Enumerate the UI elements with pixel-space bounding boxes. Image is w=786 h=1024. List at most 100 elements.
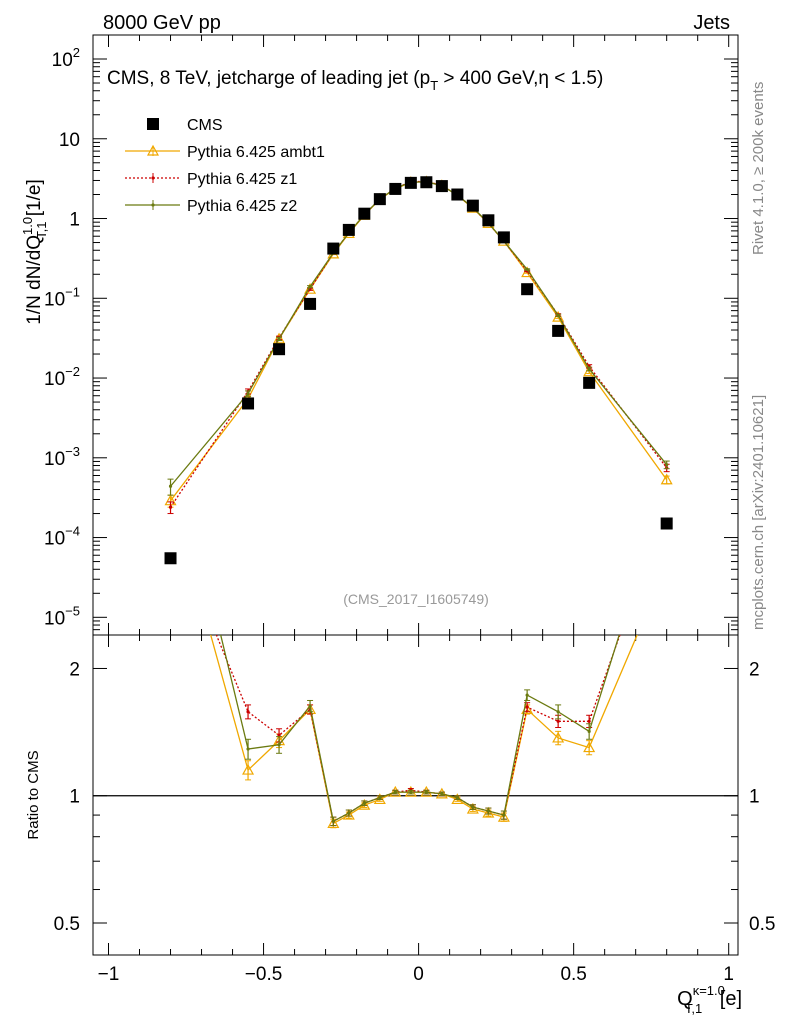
x-label-sub: T,1 [685,1001,702,1016]
main-series-3-point [308,285,312,289]
ratio-series-0-point [466,802,479,814]
y-tick-label-base: 1 [69,210,80,231]
ratio-series-2-line [220,635,620,823]
ratio-series-2-point [424,790,428,794]
ratio-series-0-point [583,741,596,753]
cms-data-point [389,182,402,195]
y-tick-label-base: 10 [52,50,73,71]
plot-title-tail: > 400 GeV,η < 1.5) [438,68,603,89]
main-series-3-point [525,267,529,272]
legend: CMS Pythia 6.425 ambt1 Pythia 6.425 z1 Pyth… [125,117,325,215]
rivet-label: Rivet 4.1.0, ≥ 200k events [750,82,767,255]
header-collision: 8000 GeV pp [103,12,221,34]
ratio-series-2-point [169,424,172,427]
ratio-series-1-point [246,710,250,714]
main-series-1-point [304,282,317,294]
main-series-3-point [277,337,281,341]
ratio-series-2-point [486,809,490,813]
ratio-series-2-point [471,805,475,809]
ratio-series-2-point [362,801,366,805]
cms-data-point [552,324,565,337]
cms-data-point [435,180,448,193]
cms-data-point [342,223,355,236]
cms-data-point [521,283,534,296]
y-tick-label-base: 10 [44,608,65,629]
x-tick-label: −0.5 [245,964,283,985]
ratio-series-2-point [440,792,444,796]
x-tick-label: 0.5 [560,964,586,985]
ratio-tick-label: 1 [69,787,80,808]
ratio-series-0-point [242,763,255,775]
cms-data-point [451,188,464,201]
main-series-3-point [665,463,669,467]
plot-title-sub: T [430,78,438,93]
y-tick-label-base: 10 [59,130,80,151]
y-tick-label-base: 10 [44,529,65,550]
ratio-series-2-point [409,790,413,794]
y-tick-label: 1 [69,210,80,231]
ratio-tick-label-right: 2 [749,659,760,680]
cms-data-point [482,214,495,227]
ratio-panel: −1 −0.5 0 0.5 1 0.5 0.5 1 1 2 2 Ratio to CMS [25,424,775,985]
y-axis-label-text: 1/N dN/dQ1.0T,1 [1/e] [20,179,49,324]
cms-data-point [273,343,286,356]
cms-data-point [164,552,177,565]
ratio-series-2-point [347,811,351,815]
legend-label: Pythia 6.425 z1 [187,171,297,188]
ratio-series-2-point [308,704,312,708]
ratio-series-2-point [556,710,560,714]
y-tick-label-base: 10 [44,369,65,390]
x-label-tail: [e] [714,988,742,1010]
ratio-series-0-point [552,731,565,743]
ratio-series-1-point [665,502,668,505]
y-tick-label: 10−5 [44,603,80,629]
y-tick-label: 102 [52,45,80,71]
legend-label: Pythia 6.425 ambt1 [187,144,325,161]
ratio-series-0-point [497,810,510,822]
ratio-tick-label-right: 1 [749,787,760,808]
ratio-frame [92,634,739,956]
y-tick-label: 10−4 [44,524,80,550]
main-series-3-point [246,391,250,396]
y-tick-label-exp: −4 [65,524,80,539]
cms-data-point [583,376,596,389]
y-tick-label: 10−3 [44,444,80,470]
ratio-series-2-point [455,795,459,800]
header-observable: Jets [693,12,730,34]
ratio-tick-label: 2 [69,659,80,680]
cms-data-point [660,517,673,530]
y-tick-label-exp: 2 [73,45,80,60]
legend-label: CMS [187,117,223,134]
x-axis-label: Qκ=1.0 T,1 [e] [677,983,742,1016]
y-label-sup: 1.0 [20,217,35,235]
ratio-series-2-point [277,743,281,747]
y-tick-label-exp: −1 [65,284,80,299]
cms-data-point [242,397,255,410]
y-tick-label-exp: −2 [65,364,80,379]
legend-marker-cms [147,118,159,130]
ratio-series [169,424,668,829]
y-tick-label: 10−2 [44,364,80,390]
main-series-3-line [170,181,668,487]
main-series-2-line [169,180,668,508]
ratio-series-1-point [556,719,560,723]
ratio-tick-label-right: 0.5 [749,914,775,935]
y-tick-label-exp: −5 [65,603,80,618]
x-tick-label: 0 [413,964,424,985]
ratio-series-1-point [525,705,529,709]
cms-data-point [373,193,386,206]
y-label-tail: [1/e] [24,179,45,221]
ratio-series-0-point [327,817,340,829]
ratio-series-0-line [210,635,638,825]
watermark: (CMS_2017_I1605749) [343,591,489,607]
ratio-tick-label: 0.5 [54,914,80,935]
ratio-series-2-point [587,729,591,733]
ratio-axis-label: Ratio to CMS [25,750,42,839]
cms-data-point [420,176,433,189]
plot-title: CMS, 8 TeV, jetcharge of leading jet (pT… [107,68,603,93]
ratio-series-2-point [525,693,529,697]
ratio-series-0-point [482,806,495,818]
y-tick-label-base: 10 [44,289,65,310]
